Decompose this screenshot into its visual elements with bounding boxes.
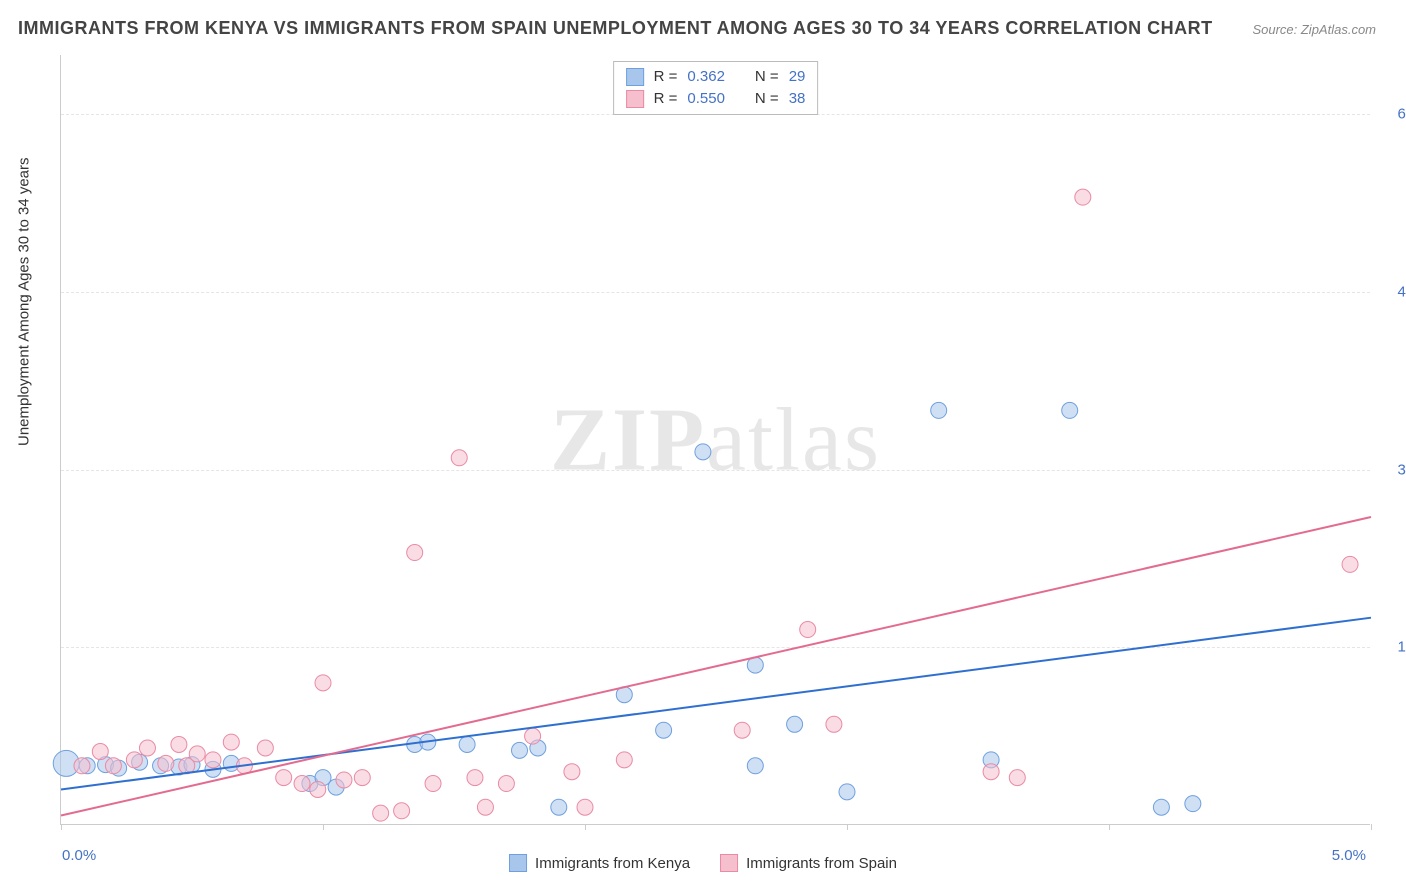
x-tick-min: 0.0% [62, 847, 96, 864]
scatter-point [498, 776, 514, 792]
scatter-point [158, 755, 174, 771]
scatter-point [139, 740, 155, 756]
scatter-point [276, 770, 292, 786]
scatter-point [839, 784, 855, 800]
x-tick-max: 5.0% [1332, 847, 1366, 864]
scatter-point [223, 734, 239, 750]
scatter-point [126, 752, 142, 768]
legend-swatch-kenya [509, 854, 527, 872]
source-attribution: Source: ZipAtlas.com [1252, 22, 1376, 37]
scatter-point [983, 764, 999, 780]
scatter-point [294, 776, 310, 792]
scatter-point [1342, 556, 1358, 572]
scatter-point [373, 805, 389, 821]
scatter-point [616, 752, 632, 768]
plot-area: ZIPatlas R = 0.362 N = 29 R = 0.550 N = … [60, 55, 1370, 825]
scatter-point [394, 803, 410, 819]
chart-title: IMMIGRANTS FROM KENYA VS IMMIGRANTS FROM… [18, 18, 1213, 39]
scatter-point [171, 736, 187, 752]
scatter-point [92, 744, 108, 760]
scatter-point [310, 781, 326, 797]
chart-svg [61, 55, 1370, 824]
scatter-point [747, 758, 763, 774]
scatter-point [1185, 796, 1201, 812]
scatter-point [257, 740, 273, 756]
r-label-1: R = [654, 88, 678, 110]
scatter-point [931, 402, 947, 418]
scatter-point [1009, 770, 1025, 786]
trend-line [61, 517, 1371, 816]
x-tick-mark [61, 824, 62, 830]
scatter-point [564, 764, 580, 780]
scatter-point [477, 799, 493, 815]
scatter-point [189, 746, 205, 762]
scatter-point [336, 772, 352, 788]
n-label-1: N = [755, 88, 779, 110]
n-label-0: N = [755, 66, 779, 88]
legend-swatch-spain [720, 854, 738, 872]
scatter-point [451, 450, 467, 466]
y-tick-label: 30.0% [1380, 461, 1406, 478]
scatter-point [800, 622, 816, 638]
y-tick-label: 45.0% [1380, 283, 1406, 300]
r-value-0: 0.362 [687, 66, 725, 88]
legend-stats-row-0: R = 0.362 N = 29 [626, 66, 806, 88]
legend-series: Immigrants from Kenya Immigrants from Sp… [509, 854, 897, 872]
legend-label-kenya: Immigrants from Kenya [535, 855, 690, 872]
y-tick-label: 60.0% [1380, 106, 1406, 123]
scatter-point [407, 545, 423, 561]
scatter-point [74, 758, 90, 774]
legend-item-kenya: Immigrants from Kenya [509, 854, 690, 872]
scatter-point [695, 444, 711, 460]
legend-stats-row-1: R = 0.550 N = 38 [626, 88, 806, 110]
scatter-point [734, 722, 750, 738]
scatter-point [1062, 402, 1078, 418]
x-tick-mark [847, 824, 848, 830]
legend-item-spain: Immigrants from Spain [720, 854, 897, 872]
scatter-point [467, 770, 483, 786]
x-tick-mark [323, 824, 324, 830]
x-tick-mark [1109, 824, 1110, 830]
scatter-point [656, 722, 672, 738]
scatter-point [577, 799, 593, 815]
scatter-point [315, 675, 331, 691]
scatter-point [1075, 189, 1091, 205]
r-label-0: R = [654, 66, 678, 88]
scatter-point [425, 776, 441, 792]
scatter-point [525, 728, 541, 744]
x-tick-mark [585, 824, 586, 830]
scatter-point [551, 799, 567, 815]
legend-stats: R = 0.362 N = 29 R = 0.550 N = 38 [613, 61, 819, 115]
x-tick-mark [1371, 824, 1372, 830]
scatter-point [459, 736, 475, 752]
scatter-point [512, 742, 528, 758]
y-axis-label: Unemployment Among Ages 30 to 34 years [16, 157, 33, 446]
n-value-0: 29 [789, 66, 806, 88]
y-tick-label: 15.0% [1380, 639, 1406, 656]
n-value-1: 38 [789, 88, 806, 110]
scatter-point [205, 752, 221, 768]
r-value-1: 0.550 [687, 88, 725, 110]
scatter-point [787, 716, 803, 732]
legend-swatch-blue [626, 68, 644, 86]
scatter-point [354, 770, 370, 786]
scatter-point [105, 758, 121, 774]
trend-line [61, 618, 1371, 790]
scatter-point [1153, 799, 1169, 815]
legend-swatch-pink [626, 90, 644, 108]
scatter-point [826, 716, 842, 732]
legend-label-spain: Immigrants from Spain [746, 855, 897, 872]
